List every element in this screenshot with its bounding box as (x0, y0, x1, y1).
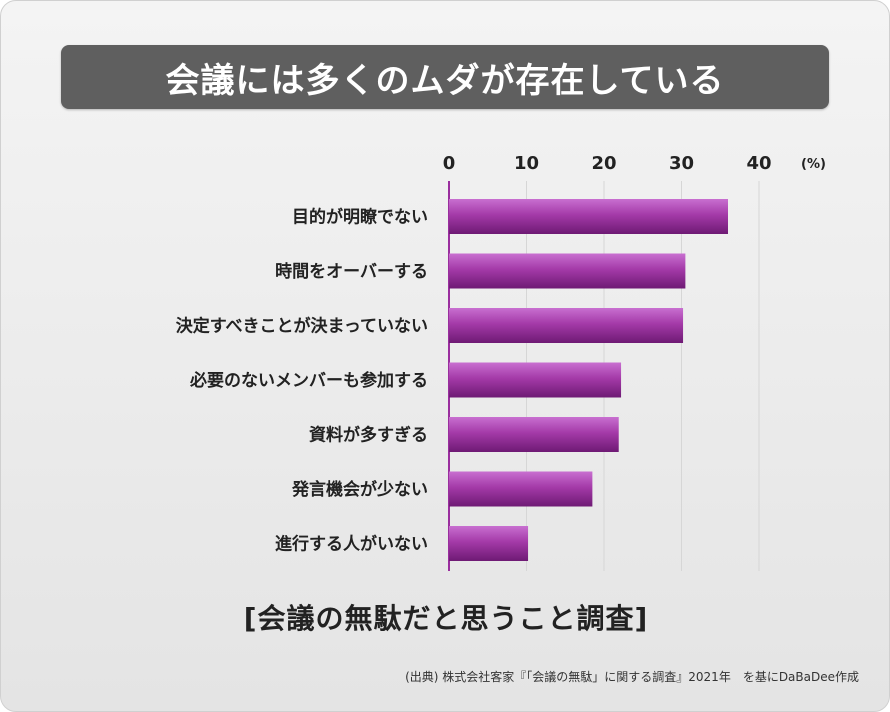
x-tick-label: 40 (746, 153, 771, 174)
unit-label: (%) (801, 157, 826, 172)
chart-title: 会議には多くのムダが存在している (165, 60, 725, 101)
category-label: 目的が明瞭でない (292, 207, 428, 228)
x-tick-label: 10 (514, 153, 539, 174)
bar (449, 308, 684, 343)
x-tick-label: 30 (669, 153, 694, 174)
chart-subtitle: [会議の無駄だと思うこと調査] (243, 602, 649, 635)
category-label: 発言機会が少ない (291, 479, 428, 500)
bar (449, 253, 686, 289)
category-label: 必要のないメンバーも参加する (189, 370, 428, 391)
bar (449, 199, 728, 234)
category-label: 時間をオーバーする (275, 261, 428, 282)
category-label: 決定すべきことが決まっていない (176, 316, 428, 337)
category-label: 資料が多すぎる (309, 425, 428, 446)
source-note: (出典) 株式会社客家『「会議の無駄」に関する調査』2021年 を基にDaBaD… (405, 670, 859, 684)
title-banner: 会議には多くのムダが存在している (61, 45, 829, 109)
bar (449, 362, 622, 398)
bar (449, 526, 529, 561)
x-tick-label: 20 (591, 153, 616, 174)
category-label: 進行する人がいない (275, 534, 428, 555)
x-tick-label: 0 (443, 153, 456, 174)
bar (449, 417, 619, 452)
bar (449, 471, 593, 507)
